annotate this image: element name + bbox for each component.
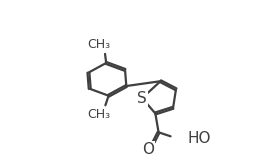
Text: CH₃: CH₃ <box>87 38 110 51</box>
Text: O: O <box>142 142 154 157</box>
Text: CH₃: CH₃ <box>87 108 110 121</box>
Text: HO: HO <box>188 131 211 146</box>
Text: S: S <box>137 91 147 106</box>
